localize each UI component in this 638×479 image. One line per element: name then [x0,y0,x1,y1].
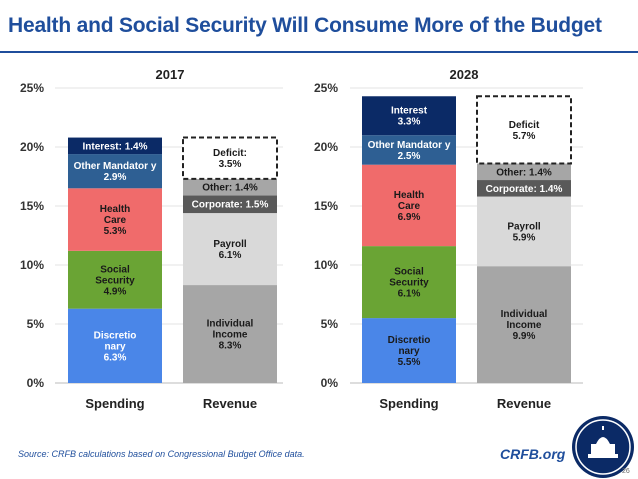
y-tick-label: 0% [27,376,45,390]
segment-label: Discretio [94,330,137,341]
bar-segment [477,196,571,267]
segment-label: Individual [501,309,548,320]
segment-label: Individual [207,319,254,330]
bar-segment [183,178,277,196]
segment-label: Corporate: 1.4% [486,184,563,195]
segment-label: Social [100,264,130,275]
y-tick-label: 20% [20,140,44,154]
segment-label: 5.7% [513,131,536,142]
bar-segment [68,188,162,251]
brand-link[interactable]: CRFB.org [500,446,566,462]
bar-segment [477,163,571,181]
chart-title: 2028 [450,67,479,82]
bar-segment [183,285,277,383]
page-number: 26 [622,468,630,475]
segment-label: 8.3% [219,341,242,352]
y-tick-label: 15% [20,199,44,213]
segment-label: 9.9% [513,331,536,342]
segment-label: Deficit: [213,148,247,159]
x-category-label: Spending [379,396,438,411]
segment-label: 2.9% [104,172,127,183]
x-category-label: Revenue [203,396,257,411]
bar-segment [68,137,162,155]
segment-label: Health [100,204,131,215]
bar-segment [362,318,456,383]
y-tick-label: 20% [314,140,338,154]
segment-label: nary [398,346,420,357]
segment-label: Health [394,190,425,201]
bar-segment [476,95,572,165]
segment-label: Interest [391,106,428,117]
segment-label: Security [95,275,135,286]
segment-label: Security [389,278,429,289]
segment-label: 5.9% [513,232,536,243]
segment-label: Corporate: 1.5% [192,200,269,211]
bar-segment [362,164,456,247]
segment-label: Income [506,320,541,331]
bar-segment [182,136,278,180]
source-note: Source: CRFB calculations based on Congr… [18,449,305,459]
segment-label: Care [104,215,127,226]
segment-label: 5.5% [398,357,421,368]
y-tick-label: 5% [27,317,45,331]
segment-label: 3.3% [398,117,421,128]
segment-label: 4.9% [104,286,127,297]
title-divider [0,51,638,53]
segment-label: Other Mandator y [368,140,451,151]
segment-label: Payroll [507,221,541,232]
chart-title: 2017 [156,67,185,82]
bar-segment [477,266,571,383]
bar-segment [183,213,277,286]
y-tick-label: 15% [314,199,338,213]
segment-label: Discretio [388,335,431,346]
segment-label: Other: 1.4% [202,183,258,194]
segment-label: 6.3% [104,352,127,363]
segment-label: 3.5% [219,159,242,170]
segment-label: Interest: 1.4% [82,141,147,152]
bar-segment [68,154,162,189]
page-title: Health and Social Security Will Consume … [8,14,602,37]
segment-label: Payroll [213,239,247,250]
y-tick-label: 0% [321,376,339,390]
segment-label: 5.3% [104,226,127,237]
x-category-label: Spending [85,396,144,411]
bar-segment [362,246,456,319]
segment-label: 2.5% [398,151,421,162]
y-tick-label: 25% [314,81,338,95]
segment-label: 6.1% [398,289,421,300]
bar-segment [68,308,162,383]
segment-label: Income [212,330,247,341]
y-tick-label: 5% [321,317,339,331]
segment-label: 6.9% [398,212,421,223]
bar-segment [362,96,456,136]
y-tick-label: 10% [314,258,338,272]
segment-label: 6.1% [219,250,242,261]
segment-label: Deficit [509,120,540,131]
x-category-label: Revenue [497,396,551,411]
segment-label: Other Mandator y [74,161,157,172]
y-tick-label: 25% [20,81,44,95]
bar-segment [477,180,571,197]
segment-label: Social [394,267,424,278]
bar-segment [183,195,277,214]
segment-label: nary [104,341,126,352]
segment-label: Care [398,201,421,212]
bar-segment [68,250,162,309]
segment-label: Other: 1.4% [496,167,552,178]
y-tick-label: 10% [20,258,44,272]
bar-segment [362,135,456,165]
